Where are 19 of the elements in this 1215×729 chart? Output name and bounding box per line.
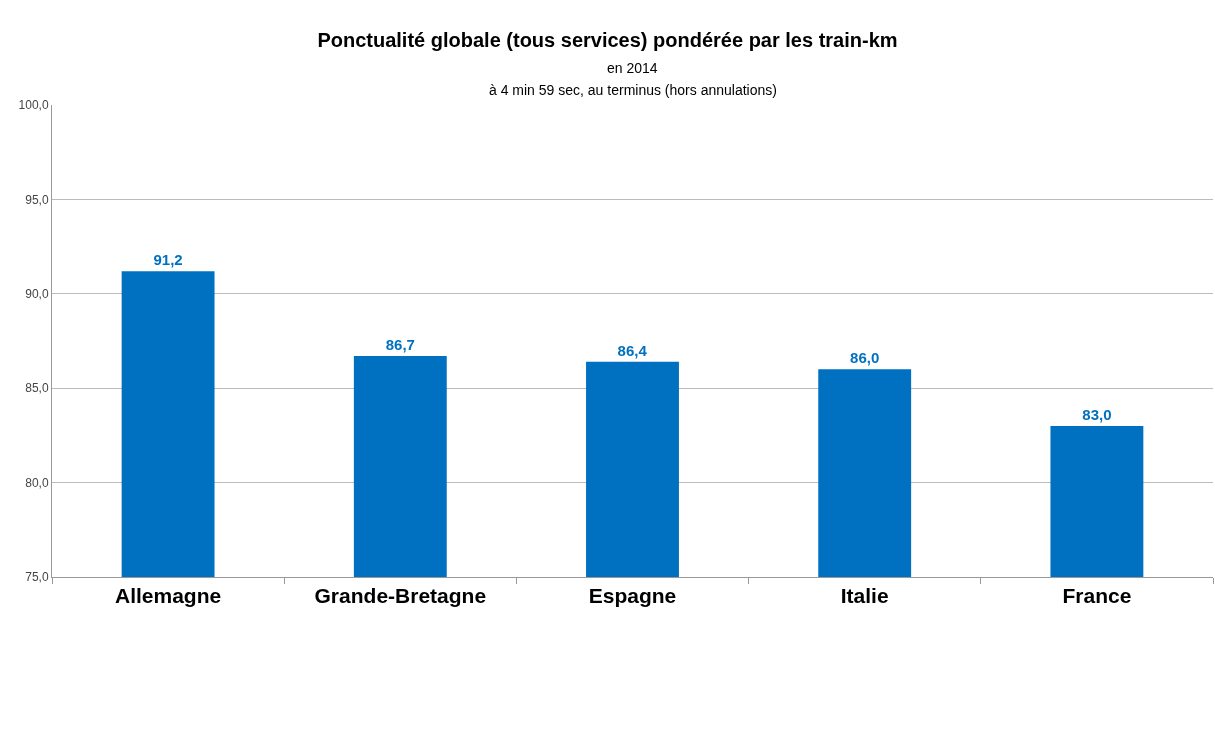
- data-label: 91,2: [153, 251, 183, 269]
- y-tick-label: 85,0: [25, 381, 49, 396]
- x-tick-label: Allemagne: [115, 584, 222, 608]
- x-tick-label: Italie: [840, 584, 889, 608]
- data-label: 83,0: [1082, 405, 1112, 423]
- y-tick-label: 90,0: [25, 287, 49, 301]
- y-tick-label: 80,0: [25, 475, 49, 490]
- data-label: 86,7: [385, 336, 415, 354]
- x-tick-label: France: [1062, 584, 1132, 608]
- text: à 4 min 59 sec, au terminus (hors annulations): [489, 82, 777, 98]
- x-tick-label: Espagne: [588, 584, 677, 608]
- chart-title: Ponctualité globale (tous services) pondérée par les train-km: [317, 28, 898, 51]
- data-label: 86,0: [850, 349, 880, 367]
- chart-subtitle: en 2014: [607, 60, 658, 76]
- y-tick-label: 100,0: [18, 98, 49, 113]
- y-tick-label: 75,0: [25, 570, 49, 585]
- x-tick-label: Grande-Bretagne: [314, 584, 487, 608]
- data-label: 86,4: [617, 341, 648, 359]
- y-tick-label: 95,0: [25, 192, 49, 207]
